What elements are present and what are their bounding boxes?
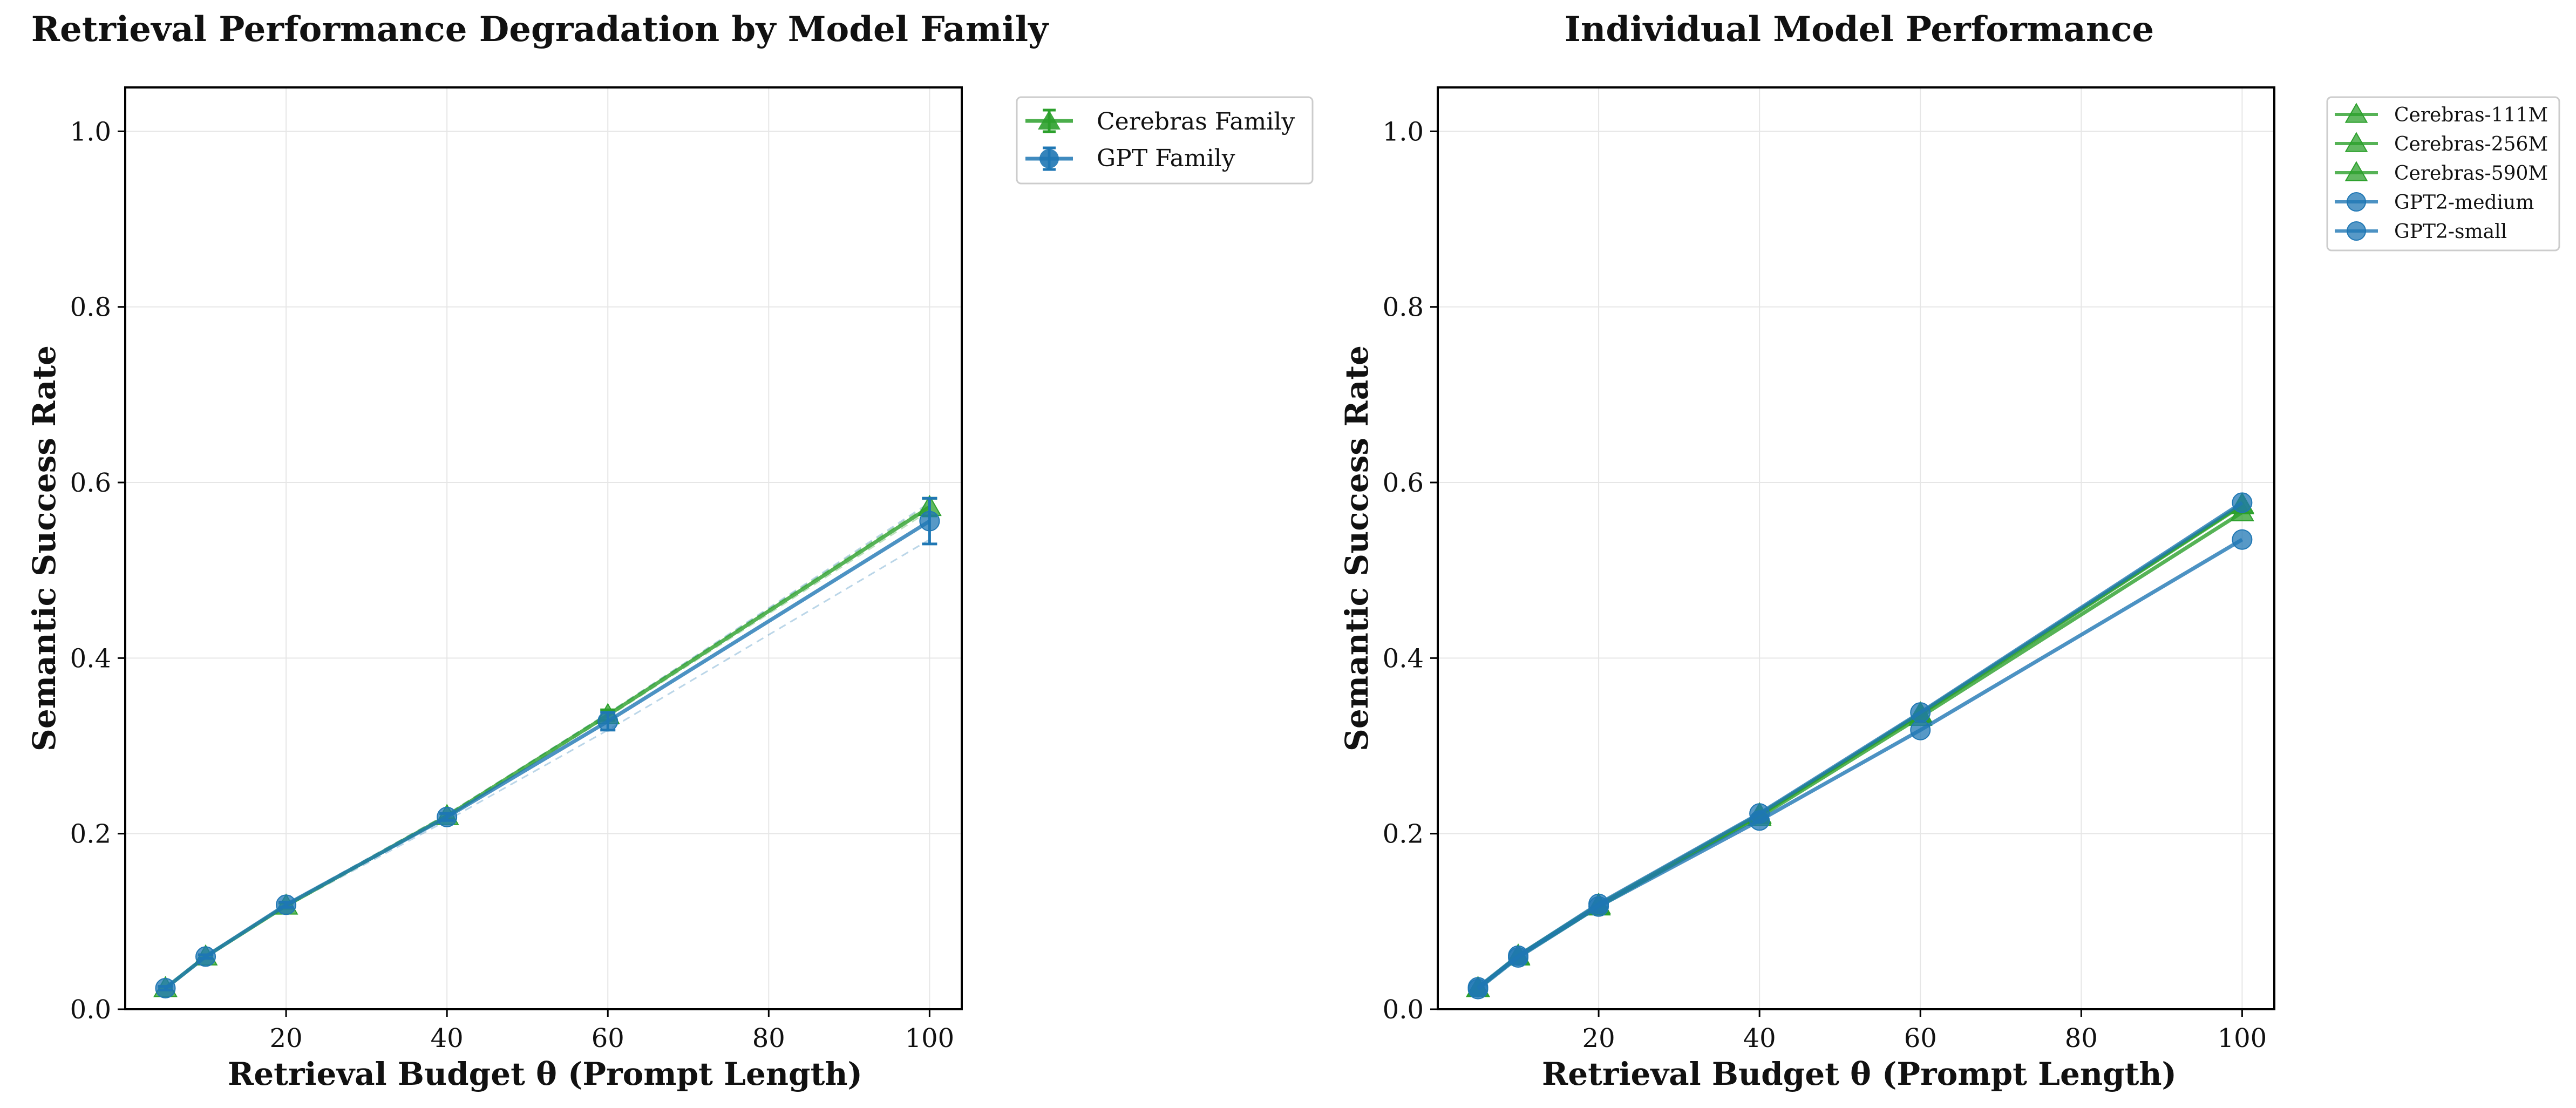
series-gpt2-small [1467, 529, 2253, 1000]
y-tick-label: 0.8 [70, 293, 111, 323]
y-tick-label: 0.4 [1383, 643, 1424, 674]
left-x-axis-label: Retrieval Budget θ (Prompt Length) [228, 1056, 862, 1092]
series-cerebras-family [153, 494, 942, 997]
data-point-gpt2-small [1467, 978, 1488, 1000]
right-x-axis-label: Retrieval Budget θ (Prompt Length) [1542, 1056, 2177, 1092]
circle-marker-icon [2347, 221, 2366, 241]
x-tick-label: 60 [1904, 1023, 1937, 1053]
right-series-layer [1466, 492, 2254, 1000]
series-line-cerebras-family [164, 505, 931, 990]
y-tick-label: 0.4 [70, 643, 111, 674]
triangle-marker-icon [2344, 161, 2368, 181]
x-tick-label: 20 [270, 1023, 303, 1053]
x-tick-label: 20 [1582, 1023, 1615, 1053]
data-point-gpt2-medium [1910, 702, 1931, 723]
legend-item-gpt2-small: GPT2-small [2335, 221, 2507, 243]
legend-label-cerebras-111m: Cerebras-111M [2394, 104, 2548, 126]
data-point-gpt-family [597, 711, 618, 732]
right-plot-frame [1437, 86, 2275, 1010]
right-legend: Cerebras-111M Cerebras-256M Cerebras-590M G… [2326, 96, 2560, 251]
data-point-gpt2-small [1910, 719, 1931, 740]
legend-item-gpt-family: GPT Family [1025, 145, 1235, 172]
data-point-gpt2-small [1508, 947, 1529, 968]
data-point-gpt2-small [1749, 810, 1770, 831]
right-chart-title: Individual Model Performance [1565, 9, 2154, 50]
left-legend: Cerebras Family GPT Family [1016, 96, 1314, 185]
data-point-gpt-family [155, 977, 176, 998]
x-tick-label: 100 [2218, 1023, 2267, 1053]
data-point-gpt2-small [1588, 896, 1609, 917]
series-cerebras-590m [1466, 493, 2254, 997]
legend-item-cerebras-111m: Cerebras-111M [2335, 103, 2548, 126]
legend-item-cerebras-256m: Cerebras-256M [2335, 132, 2548, 155]
data-point-gpt2-medium [2232, 492, 2253, 513]
triangle-marker-icon [2344, 132, 2368, 152]
faint-model-line [165, 502, 930, 988]
y-tick-label: 0.0 [1383, 995, 1424, 1025]
legend-item-cerebras-family: Cerebras Family [1025, 108, 1295, 135]
y-tick-label: 0.6 [1383, 468, 1424, 498]
legend-label-cerebras-256m: Cerebras-256M [2394, 133, 2548, 155]
right-y-axis-label: Semantic Success Rate [1338, 345, 1375, 751]
legend-label-cerebras-family: Cerebras Family [1097, 108, 1295, 135]
x-tick-label: 60 [592, 1023, 624, 1053]
legend-item-gpt2-medium: GPT2-medium [2335, 192, 2534, 214]
x-tick-label: 40 [431, 1023, 464, 1053]
x-tick-label: 100 [905, 1023, 955, 1053]
right-chart-panel: Individual Model Performance 20 40 60 80 100… [1338, 9, 2560, 1092]
circle-marker-icon [2347, 192, 2366, 212]
right-axis-ticks: 20 40 60 80 100 0.0 0.2 0.4 0.6 0.8 1.0 [1383, 117, 2267, 1053]
triangle-marker-icon [1038, 110, 1061, 130]
left-series-layer [153, 494, 942, 998]
left-gridlines [125, 87, 962, 1010]
faint-model-line [165, 539, 930, 990]
circle-marker-icon [1039, 149, 1059, 168]
y-tick-label: 1.0 [70, 117, 111, 147]
right-gridlines [1438, 87, 2274, 1010]
y-tick-label: 0.6 [70, 468, 111, 498]
data-point-gpt-family [276, 894, 297, 915]
y-tick-label: 0.2 [1383, 819, 1424, 849]
left-chart-title: Retrieval Performance Degradation by Mod… [31, 9, 1049, 50]
legend-item-cerebras-590m: Cerebras-590M [2335, 161, 2548, 185]
legend-label-cerebras-590m: Cerebras-590M [2394, 162, 2548, 185]
y-tick-label: 1.0 [1383, 117, 1424, 147]
y-tick-label: 0.2 [70, 819, 111, 849]
left-y-axis-label: Semantic Success Rate [26, 345, 63, 751]
left-faint-model-lines [165, 502, 930, 990]
x-tick-label: 80 [2065, 1023, 2098, 1053]
right-legend-box [2326, 96, 2560, 251]
x-tick-label: 40 [1743, 1023, 1776, 1053]
series-gpt-family [155, 497, 940, 998]
legend-label-gpt-family: GPT Family [1097, 145, 1235, 172]
x-tick-label: 80 [752, 1023, 785, 1053]
series-line-gpt2-small [1477, 538, 2244, 991]
data-point-gpt-family [195, 946, 216, 967]
y-tick-label: 0.0 [70, 995, 111, 1025]
left-plot-frame [124, 86, 963, 1010]
left-legend-box [1016, 96, 1314, 185]
y-tick-label: 0.8 [1383, 293, 1424, 323]
left-axis-ticks: 20 40 60 80 100 0.0 0.2 0.4 0.6 0.8 1.0 [70, 117, 955, 1053]
right-legend-items: Cerebras-111M Cerebras-256M Cerebras-590M G… [2335, 103, 2548, 243]
legend-label-gpt2-small: GPT2-small [2394, 221, 2507, 243]
legend-label-gpt2-medium: GPT2-medium [2394, 192, 2534, 214]
series-gpt2-medium [1467, 492, 2253, 998]
data-point-gpt-family [437, 806, 458, 827]
left-chart-panel: Retrieval Performance Degradation by Mod… [26, 9, 1314, 1092]
triangle-marker-icon [2344, 103, 2368, 123]
data-point-gpt2-small [2232, 529, 2253, 550]
series-cerebras-111m [1466, 492, 2254, 997]
data-point-gpt-family [919, 511, 940, 532]
